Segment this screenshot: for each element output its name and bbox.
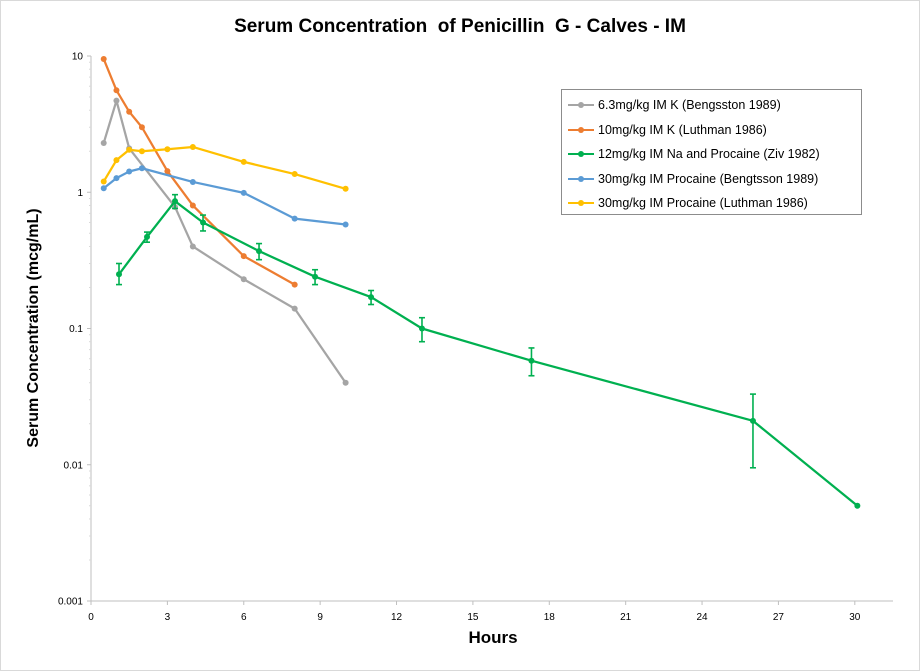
chart-title: Serum Concentration of Penicillin G - Ca… xyxy=(234,16,686,37)
series-layer xyxy=(100,56,861,509)
data-point xyxy=(189,143,196,150)
data-point xyxy=(256,248,263,255)
data-point xyxy=(240,158,247,165)
y-tick-label: 0.001 xyxy=(58,597,83,608)
data-point xyxy=(113,175,120,182)
data-point xyxy=(138,124,145,131)
data-point xyxy=(291,171,298,178)
x-tick-label: 12 xyxy=(391,612,403,623)
data-point xyxy=(113,157,120,164)
axes: 0.001 0.01 0.1 1 10 0 3 6 9 12 15 18 21 24 27 30 xyxy=(58,52,893,623)
x-tick-label: 3 xyxy=(165,612,171,623)
data-point xyxy=(138,165,145,172)
data-point xyxy=(342,221,349,228)
legend-label: 30mg/kg IM Procaine (Luthman 1986) xyxy=(598,196,808,211)
data-point xyxy=(100,139,107,146)
legend-swatch-3 xyxy=(568,148,594,160)
data-point xyxy=(240,253,247,260)
y-tick-label: 10 xyxy=(72,52,84,63)
data-point xyxy=(291,281,298,288)
x-axis-label: Hours xyxy=(468,628,518,647)
legend: 6.3mg/kg IM K (Bengsston 1989) 10mg/kg I… xyxy=(561,89,862,215)
x-tick-label: 18 xyxy=(544,612,556,623)
series-1 xyxy=(100,97,349,386)
legend-label: 10mg/kg IM K (Luthman 1986) xyxy=(598,122,767,137)
series-4 xyxy=(100,165,349,228)
data-point xyxy=(100,185,107,192)
data-point xyxy=(342,379,349,386)
series-3 xyxy=(116,193,861,509)
data-point xyxy=(189,178,196,185)
x-tick-label: 9 xyxy=(317,612,323,623)
data-point xyxy=(368,294,375,301)
legend-swatch-2 xyxy=(568,124,594,136)
data-point xyxy=(342,185,349,192)
data-point xyxy=(189,202,196,209)
x-tick-label: 6 xyxy=(241,612,247,623)
x-tick-label: 15 xyxy=(467,612,479,623)
legend-item: 30mg/kg IM Procaine (Luthman 1986) xyxy=(562,191,861,216)
legend-swatch-5 xyxy=(568,197,594,209)
data-point xyxy=(138,148,145,155)
series-line xyxy=(102,99,347,384)
legend-swatch-4 xyxy=(568,173,594,185)
data-point xyxy=(172,198,179,205)
x-tick-label: 30 xyxy=(849,612,861,623)
series-line xyxy=(118,200,859,507)
data-point xyxy=(100,178,107,185)
x-tick-label: 24 xyxy=(696,612,708,623)
data-point xyxy=(240,189,247,196)
data-point xyxy=(113,87,120,94)
y-axis-label: Serum Concentration (mcg/mL) xyxy=(25,208,42,448)
legend-label: 6.3mg/kg IM K (Bengsston 1989) xyxy=(598,98,781,113)
legend-item: 12mg/kg IM Na and Procaine (Ziv 1982) xyxy=(562,142,861,167)
data-point xyxy=(854,502,861,509)
data-point xyxy=(164,146,171,153)
series-5 xyxy=(100,143,349,192)
data-point xyxy=(189,243,196,250)
data-point xyxy=(240,276,247,283)
data-point xyxy=(144,233,151,240)
data-point xyxy=(418,325,425,332)
y-tick-label: 1 xyxy=(77,188,83,199)
data-point xyxy=(126,168,133,175)
legend-label: 30mg/kg IM Procaine (Bengtsson 1989) xyxy=(598,171,819,186)
legend-item: 10mg/kg IM K (Luthman 1986) xyxy=(562,118,861,143)
data-point xyxy=(126,146,133,153)
legend-swatch-1 xyxy=(568,99,594,111)
data-point xyxy=(291,305,298,312)
data-point xyxy=(528,357,535,364)
data-point xyxy=(200,219,207,226)
y-tick-label: 0.01 xyxy=(64,460,84,471)
y-tick-label: 0.1 xyxy=(69,324,83,335)
data-point xyxy=(116,271,123,278)
legend-item: 6.3mg/kg IM K (Bengsston 1989) xyxy=(562,93,861,118)
x-tick-label: 21 xyxy=(620,612,632,623)
legend-label: 12mg/kg IM Na and Procaine (Ziv 1982) xyxy=(598,147,820,162)
data-point xyxy=(291,215,298,222)
series-line xyxy=(103,167,346,226)
data-point xyxy=(126,108,133,115)
legend-item: 30mg/kg IM Procaine (Bengtsson 1989) xyxy=(562,167,861,192)
x-tick-label: 27 xyxy=(773,612,785,623)
data-point xyxy=(100,56,107,63)
data-point xyxy=(164,168,171,175)
data-point xyxy=(749,417,756,424)
data-point xyxy=(113,97,120,104)
data-point xyxy=(312,273,319,280)
x-tick-label: 0 xyxy=(88,612,94,623)
